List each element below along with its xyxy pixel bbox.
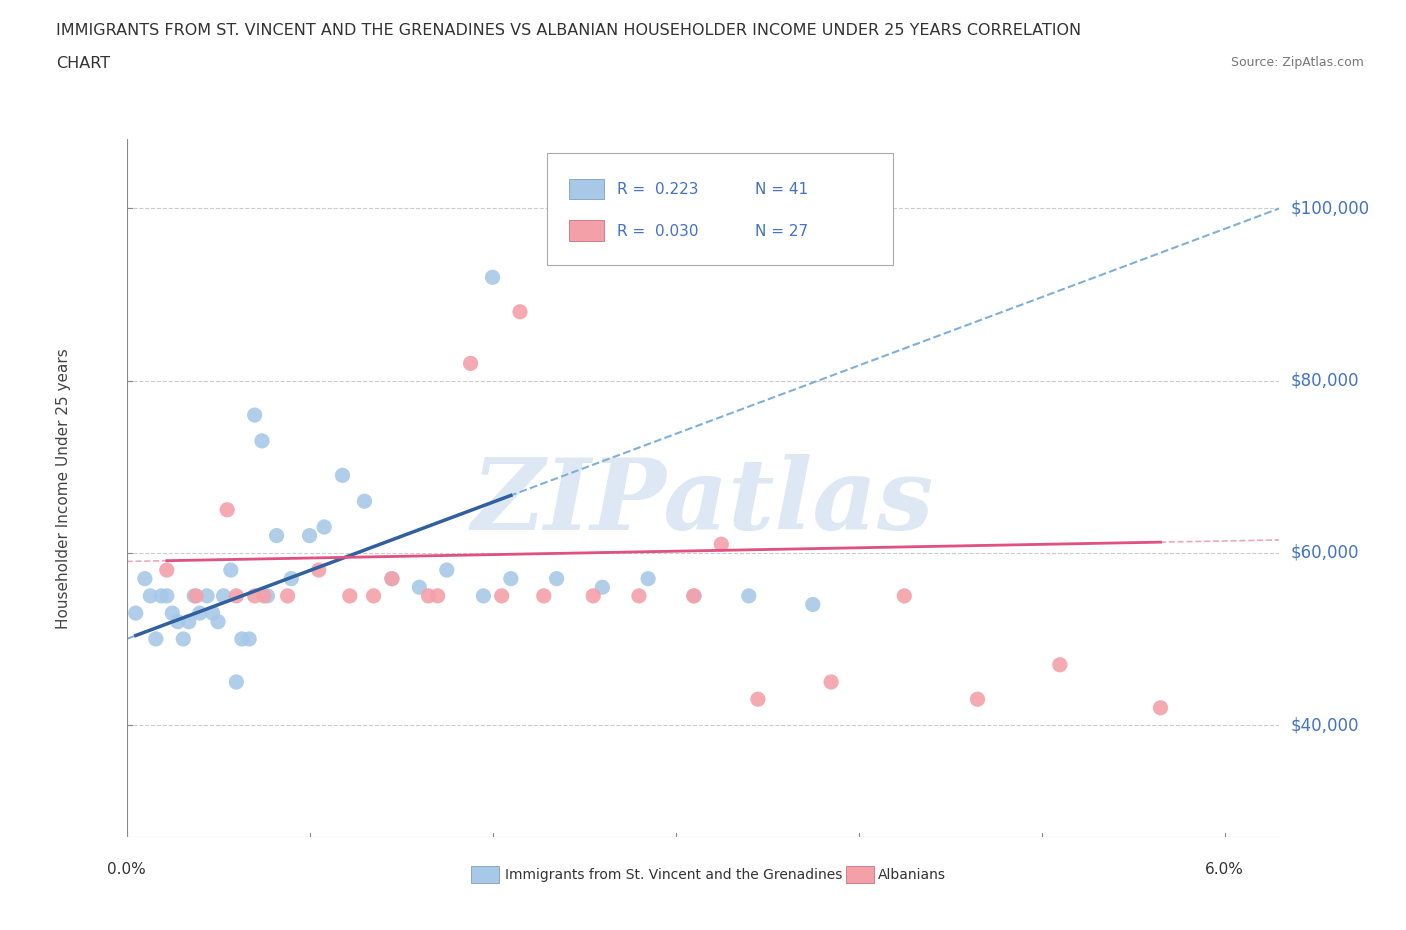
Text: CHART: CHART (56, 56, 110, 71)
Point (491, 589, 513, 604)
Point (314, 520, 336, 535)
Point (408, 579, 430, 594)
Text: 6.0%: 6.0% (1205, 862, 1244, 877)
Text: ZIPatlas: ZIPatlas (472, 454, 934, 551)
Point (145, 631, 167, 646)
Point (682, 589, 704, 604)
Point (627, 589, 650, 604)
Point (183, 589, 205, 604)
Point (256, 589, 278, 604)
Point (460, 356, 482, 371)
Text: $60,000: $60,000 (1291, 544, 1360, 562)
Text: Source: ZipAtlas.com: Source: ZipAtlas.com (1230, 56, 1364, 69)
Point (225, 589, 247, 604)
Point (156, 589, 179, 604)
Point (436, 563, 458, 578)
Point (363, 589, 385, 604)
Point (381, 571, 404, 586)
Point (201, 605, 224, 620)
Point (426, 589, 449, 604)
Point (212, 589, 235, 604)
Point (637, 571, 659, 586)
Point (418, 589, 440, 604)
Point (966, 692, 988, 707)
Point (150, 589, 173, 604)
Point (139, 589, 162, 604)
Point (472, 589, 495, 604)
Point (266, 528, 288, 543)
Point (243, 589, 266, 604)
Point (820, 674, 842, 689)
Point (298, 528, 321, 543)
Point (277, 589, 299, 604)
Text: R =  0.030: R = 0.030 (616, 224, 697, 239)
Point (738, 589, 761, 604)
Point (893, 589, 915, 604)
Text: N = 27: N = 27 (755, 224, 808, 239)
Point (253, 589, 276, 604)
Text: $100,000: $100,000 (1291, 199, 1369, 218)
Point (591, 579, 613, 594)
Point (238, 631, 260, 646)
Point (207, 615, 229, 630)
Point (188, 605, 211, 620)
Point (250, 433, 273, 448)
Point (710, 537, 733, 551)
Point (747, 692, 769, 707)
Point (801, 597, 824, 612)
Point (682, 589, 704, 604)
Point (219, 563, 242, 578)
FancyBboxPatch shape (569, 220, 603, 242)
Point (381, 571, 404, 586)
FancyBboxPatch shape (471, 867, 499, 883)
Point (243, 407, 266, 422)
Point (499, 571, 522, 586)
Point (162, 605, 184, 620)
Point (125, 605, 148, 620)
Text: Immigrants from St. Vincent and the Grenadines: Immigrants from St. Vincent and the Gren… (505, 868, 842, 882)
Point (481, 270, 503, 285)
Text: 0.0%: 0.0% (107, 862, 146, 877)
Point (332, 468, 354, 483)
Text: $40,000: $40,000 (1291, 716, 1360, 734)
FancyBboxPatch shape (547, 153, 893, 265)
Text: Albanians: Albanians (879, 868, 946, 882)
Point (225, 674, 247, 689)
Text: R =  0.223: R = 0.223 (616, 182, 697, 197)
Point (156, 563, 179, 578)
Point (339, 589, 361, 604)
Point (1149, 700, 1171, 715)
Point (509, 304, 531, 319)
Point (280, 571, 302, 586)
FancyBboxPatch shape (846, 867, 873, 883)
Point (172, 631, 194, 646)
FancyBboxPatch shape (569, 179, 603, 200)
Point (184, 589, 207, 604)
Text: Householder Income Under 25 years: Householder Income Under 25 years (56, 348, 70, 629)
Text: $80,000: $80,000 (1291, 372, 1360, 390)
Point (195, 589, 218, 604)
Point (231, 631, 253, 646)
Point (308, 563, 330, 578)
Text: N = 41: N = 41 (755, 182, 808, 197)
Point (546, 571, 568, 586)
Point (353, 494, 375, 509)
Text: IMMIGRANTS FROM ST. VINCENT AND THE GRENADINES VS ALBANIAN HOUSEHOLDER INCOME UN: IMMIGRANTS FROM ST. VINCENT AND THE GREN… (56, 23, 1081, 38)
Point (134, 571, 156, 586)
Point (177, 615, 200, 630)
Point (217, 502, 239, 517)
Point (533, 589, 555, 604)
Point (1049, 658, 1071, 672)
Point (582, 589, 605, 604)
Point (166, 615, 188, 630)
